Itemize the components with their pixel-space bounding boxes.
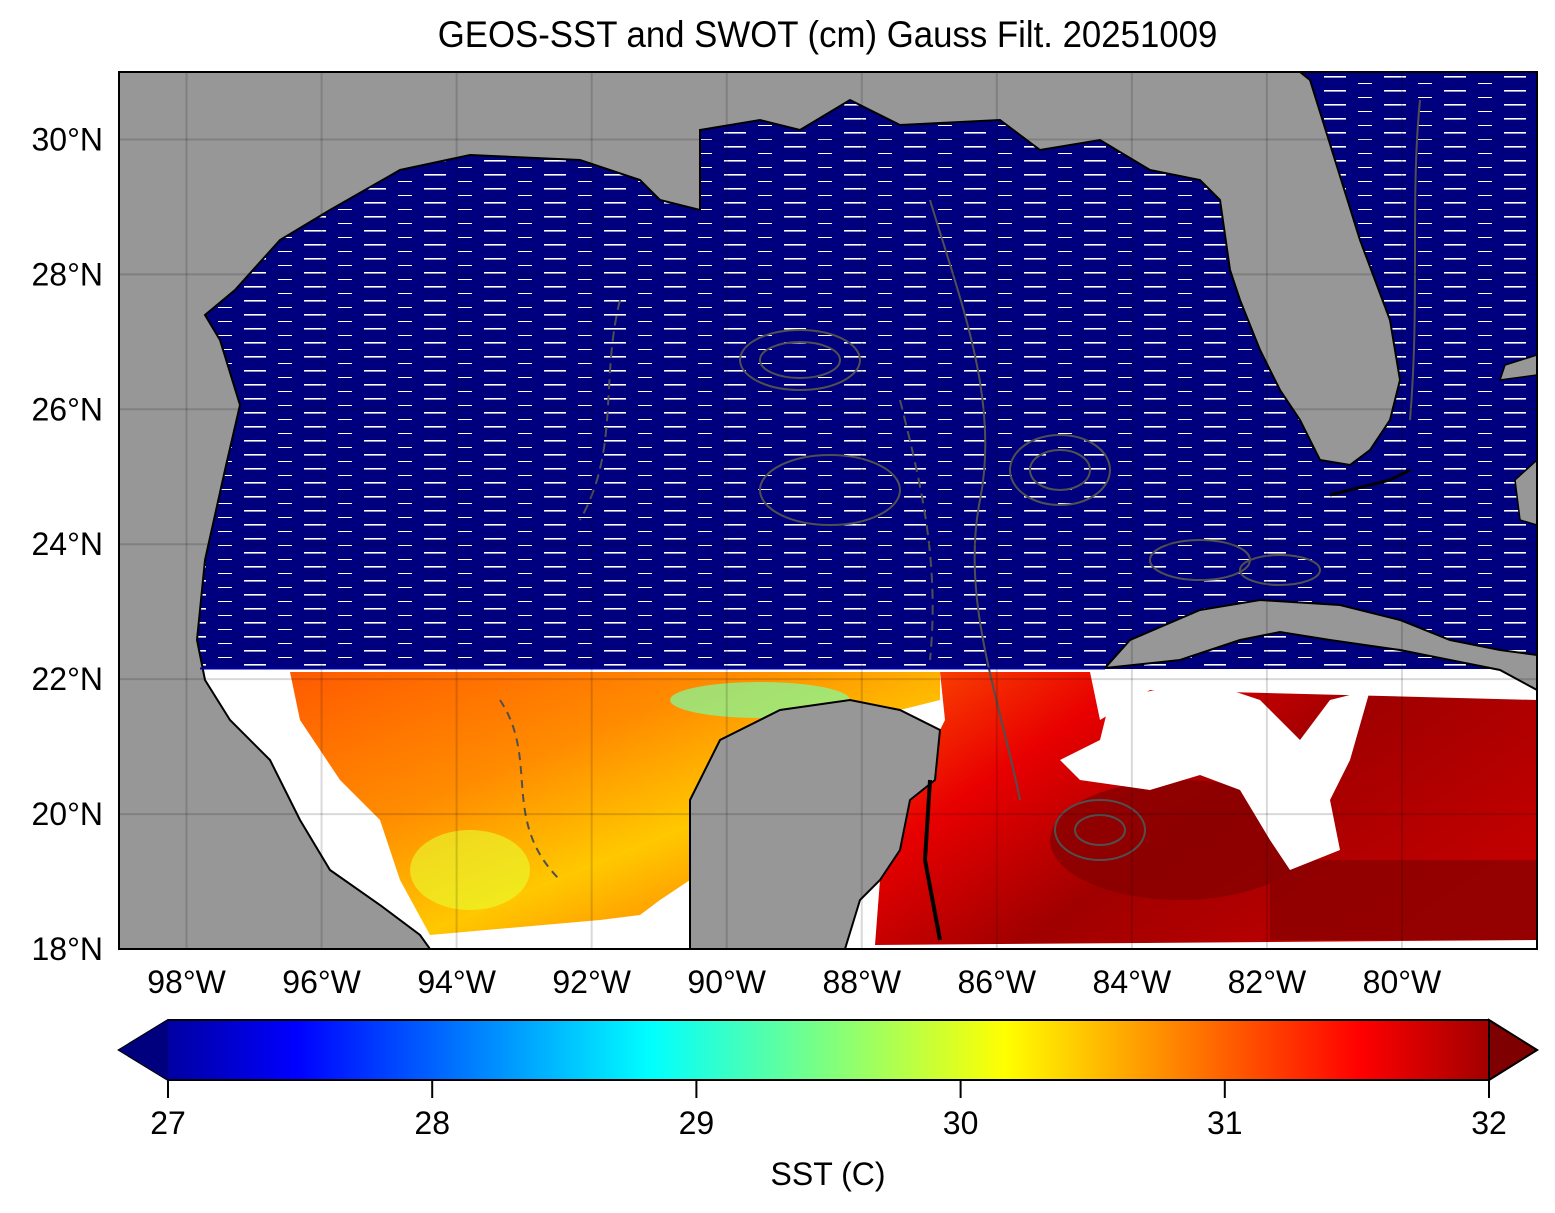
colorbar-tick-label: 32 xyxy=(1471,1105,1507,1141)
lon-tick-label: 80°W xyxy=(1363,964,1442,1000)
graticule xyxy=(119,72,1537,949)
lon-tick-label: 90°W xyxy=(687,964,766,1000)
cuba-land xyxy=(1102,598,1537,692)
colorbar-tick-label: 29 xyxy=(679,1105,715,1141)
cloud-no-data xyxy=(1060,680,1370,870)
lat-tick-label: 20°N xyxy=(32,796,104,832)
lon-tick-label: 92°W xyxy=(552,964,631,1000)
lon-tick-label: 94°W xyxy=(417,964,496,1000)
colorbar-tick-label: 28 xyxy=(414,1105,450,1141)
lon-tick-label: 96°W xyxy=(282,964,361,1000)
colorbar-bar xyxy=(117,1019,1539,1081)
lat-tick-label: 26°N xyxy=(32,391,104,427)
lon-tick-label: 86°W xyxy=(958,964,1037,1000)
plot-title: GEOS-SST and SWOT (cm) Gauss Filt. 20251… xyxy=(437,14,1218,55)
swot-contour-bold xyxy=(922,779,942,941)
lat-tick-label: 30°N xyxy=(32,121,104,157)
florida-keys-land xyxy=(1329,468,1411,497)
lon-tick-label: 82°W xyxy=(1228,964,1307,1000)
map-area xyxy=(119,72,1537,949)
lon-tick-label: 88°W xyxy=(822,964,901,1000)
colorbar-extend-max xyxy=(1488,1018,1539,1082)
lon-tick-label: 84°W xyxy=(1093,964,1172,1000)
colorbar-label: SST (C) xyxy=(771,1156,886,1192)
warm-sst-patch xyxy=(1050,780,1310,900)
yucatan-land xyxy=(689,698,942,949)
colorbar-extend-min xyxy=(119,1020,168,1080)
cool-sst-patch xyxy=(410,830,530,910)
lat-tick-label: 28°N xyxy=(32,256,104,292)
warm-sst-patch xyxy=(1270,860,1537,940)
colorbar-tick-label: 27 xyxy=(150,1105,186,1141)
map-frame xyxy=(118,71,1538,950)
lat-tick-label: 22°N xyxy=(32,661,104,697)
colorbar-tick-label: 31 xyxy=(1207,1105,1243,1141)
north-america-land xyxy=(119,72,1402,949)
colorbar-tick-label: 30 xyxy=(943,1105,979,1141)
lat-tick-label: 24°N xyxy=(32,526,104,562)
colorbar: 27 28 29 30 31 32 SST (C) xyxy=(117,1018,1539,1192)
lat-tick-label: 18°N xyxy=(32,931,104,967)
lon-tick-label: 98°W xyxy=(147,964,226,1000)
swot-contours xyxy=(499,99,1421,881)
bahamas-land xyxy=(1498,354,1537,526)
